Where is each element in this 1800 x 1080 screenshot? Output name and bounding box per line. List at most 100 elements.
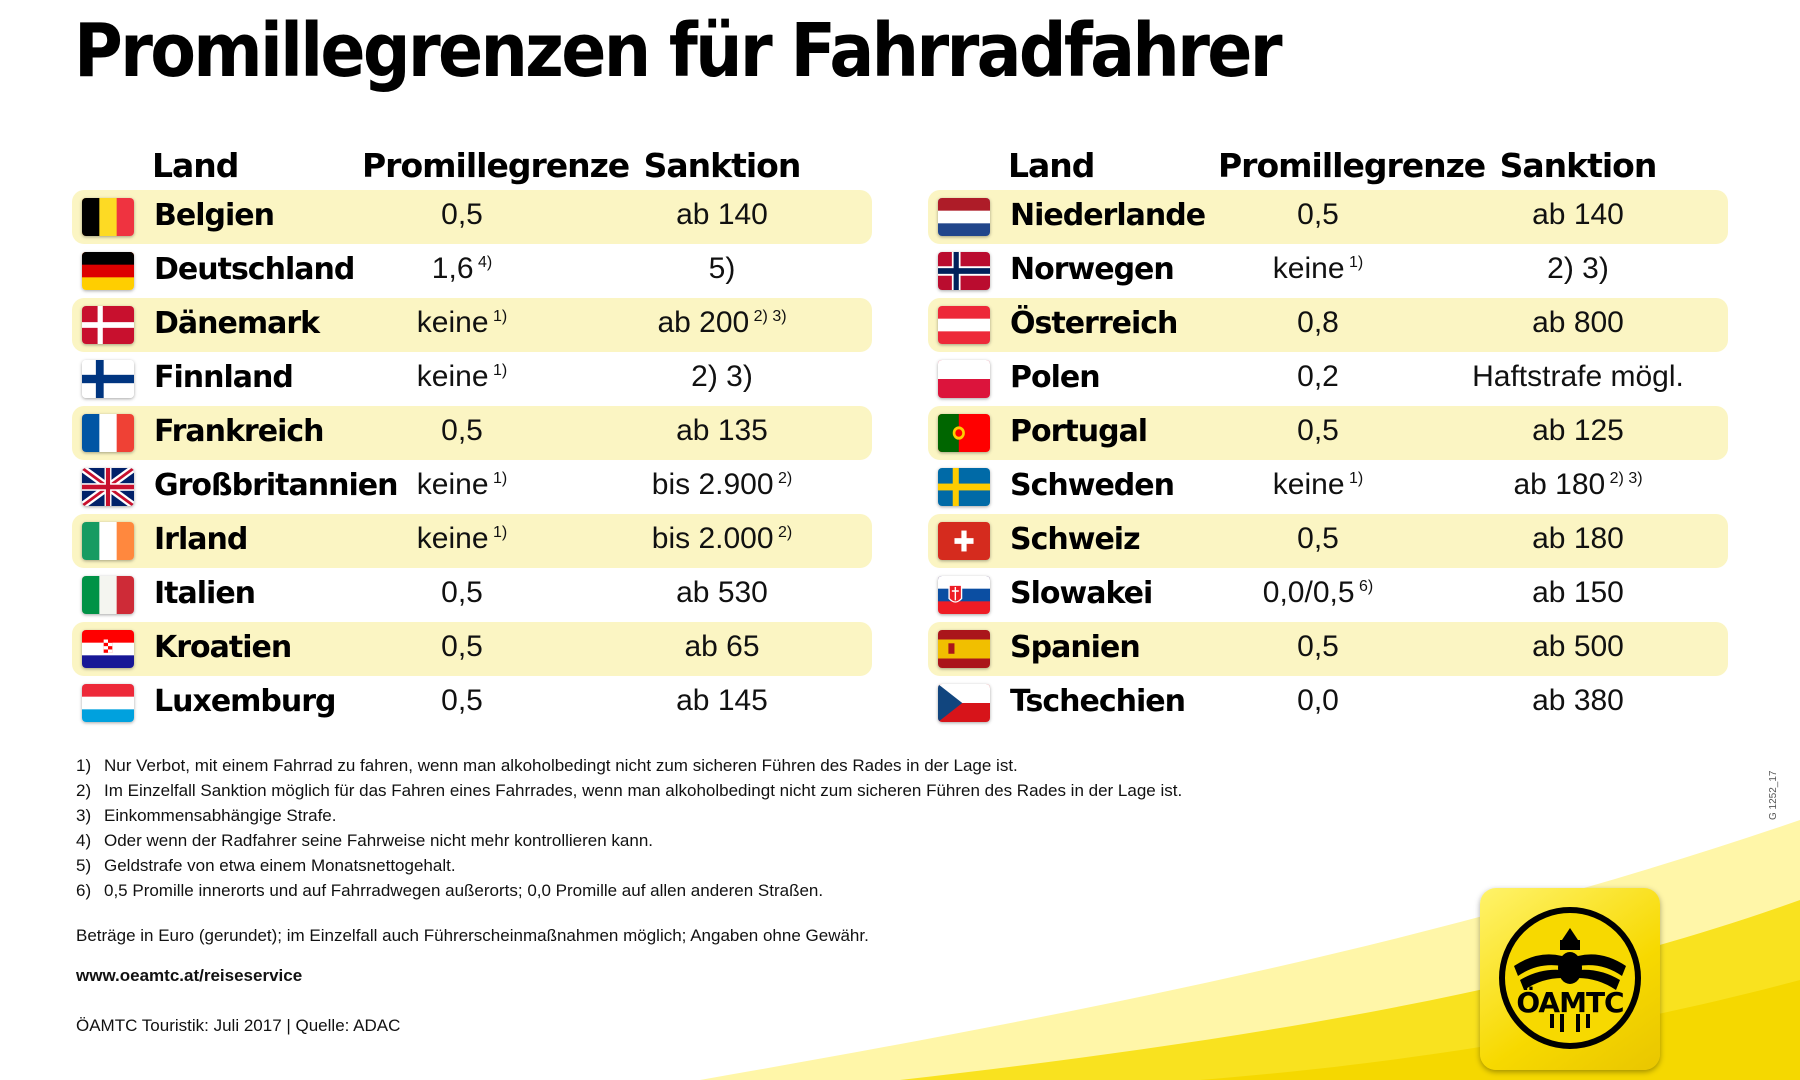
limit-text: 0,5: [441, 684, 483, 717]
limit-text: 0,0: [1297, 684, 1339, 717]
limit-value: 0,5: [1218, 198, 1418, 232]
limit-value: keine 1): [362, 360, 562, 394]
sanction-text: ab 135: [676, 414, 768, 447]
uk-flag-icon: [82, 468, 134, 506]
limit-value: 0,2: [1218, 360, 1418, 394]
limit-value: 0,5: [1218, 414, 1418, 448]
country-name: Kroatien: [154, 630, 292, 665]
limit-footnote-ref: 1): [488, 362, 508, 379]
page-title: Promillegrenzen für Fahrradfahrer: [74, 8, 1283, 94]
image-code: G 1252_17: [1768, 770, 1779, 821]
table-row: Niederlande 0,5 ab 140: [928, 190, 1728, 244]
limit-value: keine 1): [1218, 468, 1418, 502]
norway-flag-icon: [938, 252, 990, 290]
sanction-text: ab 140: [1532, 198, 1624, 231]
limit-footnote-ref: 1): [488, 524, 508, 541]
limit-footnote-ref: 1): [1344, 254, 1364, 271]
sanction-text: ab 800: [1532, 306, 1624, 339]
sanction-text: 2) 3): [691, 360, 753, 393]
country-name: Österreich: [1010, 306, 1178, 341]
limit-value: 0,5: [362, 630, 562, 664]
sweden-flag-icon: [938, 468, 990, 506]
table-row: Finnland keine 1) 2) 3): [72, 352, 872, 406]
table-row: Großbritannien keine 1) bis 2.900 2): [72, 460, 872, 514]
table-row: Kroatien 0,5 ab 65: [72, 622, 872, 676]
footnote: 3) Einkommensabhängige Strafe.: [76, 806, 1182, 831]
limit-value: 0,5: [362, 684, 562, 718]
sanction-value: 2) 3): [1448, 252, 1708, 286]
footnote-number: 6): [76, 881, 92, 900]
table-header: Land Promillegrenze Sanktion: [928, 140, 1728, 190]
austria-flag-icon: [938, 306, 990, 344]
footnote: 1) Nur Verbot, mit einem Fahrrad zu fahre…: [76, 756, 1182, 781]
limit-text: 0,8: [1297, 306, 1339, 339]
footnote-number: 5): [76, 856, 92, 875]
table-left-body: Belgien 0,5 ab 140 Deutschland 1,6 4) 5) Dänem…: [72, 190, 872, 730]
sanction-text: ab 380: [1532, 684, 1624, 717]
country-name: Frankreich: [154, 414, 324, 449]
limit-text: 0,5: [1297, 414, 1339, 447]
country-name: Polen: [1010, 360, 1101, 395]
header-limit: Promillegrenze: [1218, 146, 1486, 185]
limit-value: 0,0/0,5 6): [1218, 576, 1418, 610]
table-left: Land Promillegrenze Sanktion Belgien 0,5 a…: [72, 140, 872, 730]
table-header: Land Promillegrenze Sanktion: [72, 140, 872, 190]
header-land: Land: [152, 146, 239, 185]
limit-footnote-ref: 4): [473, 254, 493, 271]
sanction-value: ab 65: [592, 630, 852, 664]
sanction-text: Haftstrafe mögl.: [1472, 360, 1684, 393]
croatia-flag-icon: [82, 630, 134, 668]
sanction-value: bis 2.000 2): [592, 522, 852, 556]
sanction-text: 5): [708, 252, 736, 285]
table-row: Portugal 0,5 ab 125: [928, 406, 1728, 460]
reiseservice-link[interactable]: www.oeamtc.at/reiseservice: [76, 966, 303, 985]
country-name: Tschechien: [1010, 684, 1186, 719]
footnote-number: 2): [76, 781, 92, 800]
netherlands-flag-icon: [938, 198, 990, 236]
limit-text: 0,5: [441, 414, 483, 447]
limit-text: 0,5: [1297, 630, 1339, 663]
sanction-value: ab 125: [1448, 414, 1708, 448]
sanction-value: Haftstrafe mögl.: [1448, 360, 1708, 394]
france-flag-icon: [82, 414, 134, 452]
sanction-text: ab 65: [684, 630, 760, 663]
limit-text: 1,6: [431, 252, 474, 285]
belgium-flag-icon: [82, 198, 134, 236]
country-name: Irland: [154, 522, 248, 557]
country-name: Portugal: [1010, 414, 1148, 449]
table-row: Schweiz 0,5 ab 180: [928, 514, 1728, 568]
table-right-body: Niederlande 0,5 ab 140 Norwegen keine 1) 2) 3…: [928, 190, 1728, 730]
country-name: Schweden: [1010, 468, 1175, 503]
table-row: Tschechien 0,0 ab 380: [928, 676, 1728, 730]
footnote-number: 4): [76, 831, 92, 850]
sanction-value: ab 145: [592, 684, 852, 718]
spain-flag-icon: [938, 630, 990, 668]
limit-text: keine: [416, 468, 489, 501]
header-limit: Promillegrenze: [362, 146, 630, 185]
table-row: Deutschland 1,6 4) 5): [72, 244, 872, 298]
country-name: Schweiz: [1010, 522, 1141, 557]
country-name: Großbritannien: [154, 468, 398, 503]
eagle-emblem-icon: [1499, 907, 1641, 1049]
sanction-value: ab 380: [1448, 684, 1708, 718]
sanction-text: ab 180: [1513, 468, 1606, 501]
sanction-text: ab 530: [676, 576, 768, 609]
limit-text: 0,5: [441, 198, 483, 231]
sanction-text: ab 150: [1532, 576, 1624, 609]
limit-footnote-ref: 1): [1344, 470, 1364, 487]
country-name: Niederlande: [1010, 198, 1206, 233]
footnote: 2) Im Einzelfall Sanktion möglich für das…: [76, 781, 1182, 806]
limit-text: 0,5: [1297, 198, 1339, 231]
slovakia-flag-icon: [938, 576, 990, 614]
sanction-footnote-ref: 2) 3): [749, 308, 787, 325]
country-name: Luxemburg: [154, 684, 337, 719]
limit-text: 0,5: [441, 576, 483, 609]
country-name: Norwegen: [1010, 252, 1175, 287]
footnote-text: Geldstrafe von etwa einem Monatsnettogeh…: [104, 856, 456, 875]
limit-text: keine: [416, 522, 489, 555]
czech-flag-icon: [938, 684, 990, 722]
limit-text: 0,2: [1297, 360, 1339, 393]
limit-value: 0,5: [1218, 630, 1418, 664]
logo-text: ÖAMTC: [1516, 986, 1624, 1019]
limit-text: 0,5: [441, 630, 483, 663]
